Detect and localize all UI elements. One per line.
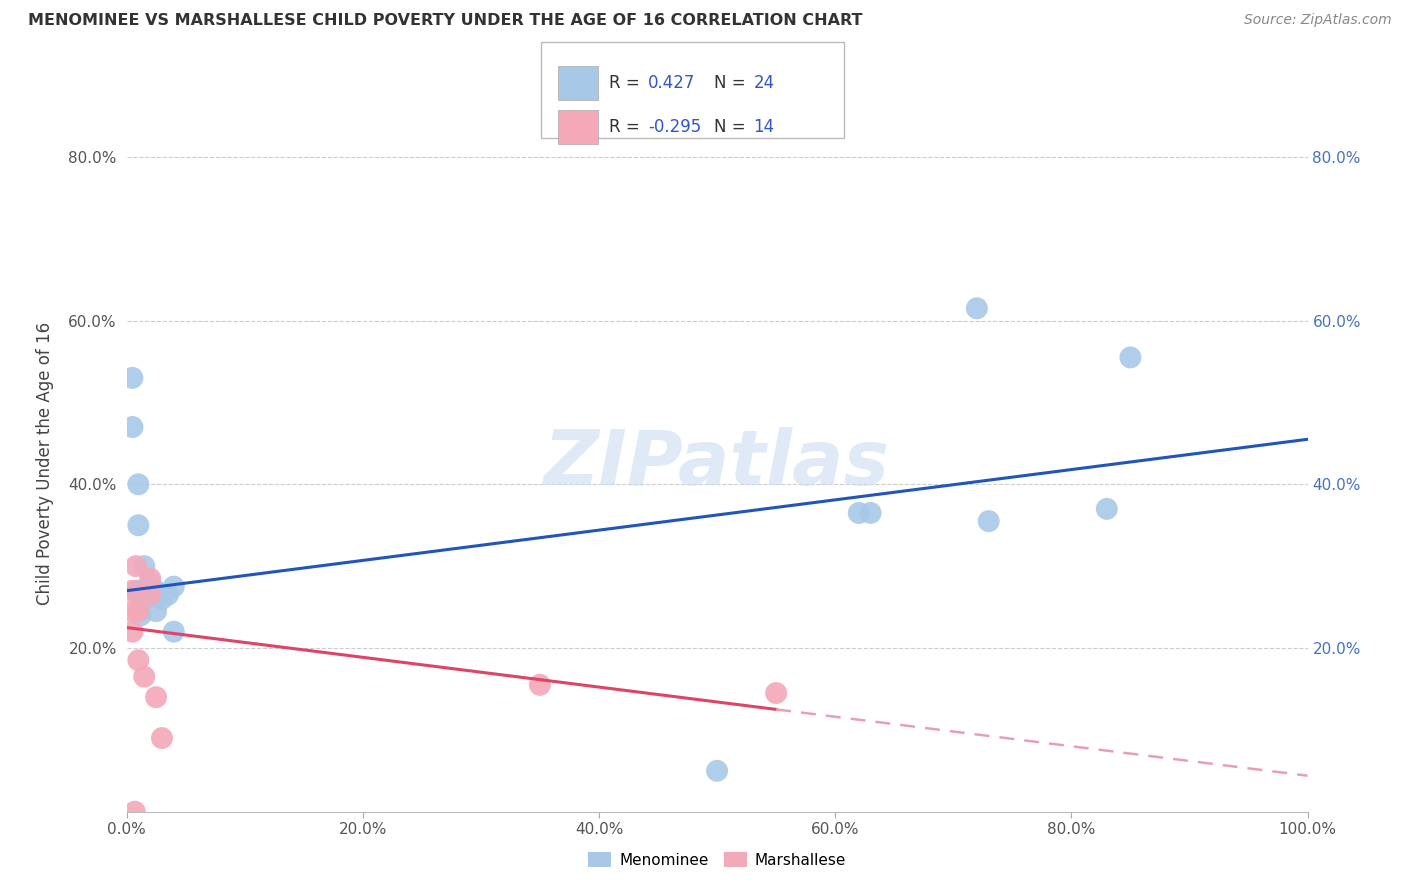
- Point: [150, 731, 173, 745]
- Text: 0.427: 0.427: [648, 74, 696, 93]
- Point: [139, 588, 162, 602]
- Point: [1095, 501, 1118, 516]
- Point: [134, 559, 156, 574]
- Point: [765, 686, 787, 700]
- Point: [977, 514, 1000, 528]
- Text: MENOMINEE VS MARSHALLESE CHILD POVERTY UNDER THE AGE OF 16 CORRELATION CHART: MENOMINEE VS MARSHALLESE CHILD POVERTY U…: [28, 13, 863, 29]
- Point: [121, 604, 143, 618]
- Point: [121, 583, 143, 598]
- Point: [139, 588, 162, 602]
- Point: [848, 506, 870, 520]
- Text: N =: N =: [714, 118, 751, 136]
- Point: [1119, 351, 1142, 365]
- Y-axis label: Child Poverty Under the Age of 16: Child Poverty Under the Age of 16: [37, 322, 55, 606]
- Point: [966, 301, 988, 316]
- Point: [121, 420, 143, 434]
- Point: [145, 690, 167, 705]
- Point: [163, 624, 186, 639]
- Point: [706, 764, 728, 778]
- Point: [134, 670, 156, 684]
- Point: [150, 591, 173, 606]
- Point: [127, 583, 149, 598]
- Text: ZIPatlas: ZIPatlas: [544, 427, 890, 500]
- Point: [529, 678, 551, 692]
- Point: [125, 583, 148, 598]
- Text: N =: N =: [714, 74, 751, 93]
- Text: 14: 14: [754, 118, 775, 136]
- Legend: Menominee, Marshallese: Menominee, Marshallese: [582, 846, 852, 873]
- Point: [127, 477, 149, 491]
- Point: [127, 518, 149, 533]
- Point: [134, 591, 156, 606]
- Point: [127, 653, 149, 667]
- Point: [145, 604, 167, 618]
- Point: [859, 506, 882, 520]
- Point: [156, 588, 179, 602]
- Text: -0.295: -0.295: [648, 118, 702, 136]
- Point: [124, 805, 146, 819]
- Text: Source: ZipAtlas.com: Source: ZipAtlas.com: [1244, 13, 1392, 28]
- Text: 24: 24: [754, 74, 775, 93]
- Text: R =: R =: [609, 74, 645, 93]
- Text: R =: R =: [609, 118, 645, 136]
- Point: [139, 575, 162, 590]
- Point: [127, 604, 149, 618]
- Point: [129, 608, 152, 623]
- Point: [121, 371, 143, 385]
- Point: [125, 559, 148, 574]
- Point: [121, 624, 143, 639]
- Point: [139, 571, 162, 585]
- Point: [145, 583, 167, 598]
- Point: [163, 580, 186, 594]
